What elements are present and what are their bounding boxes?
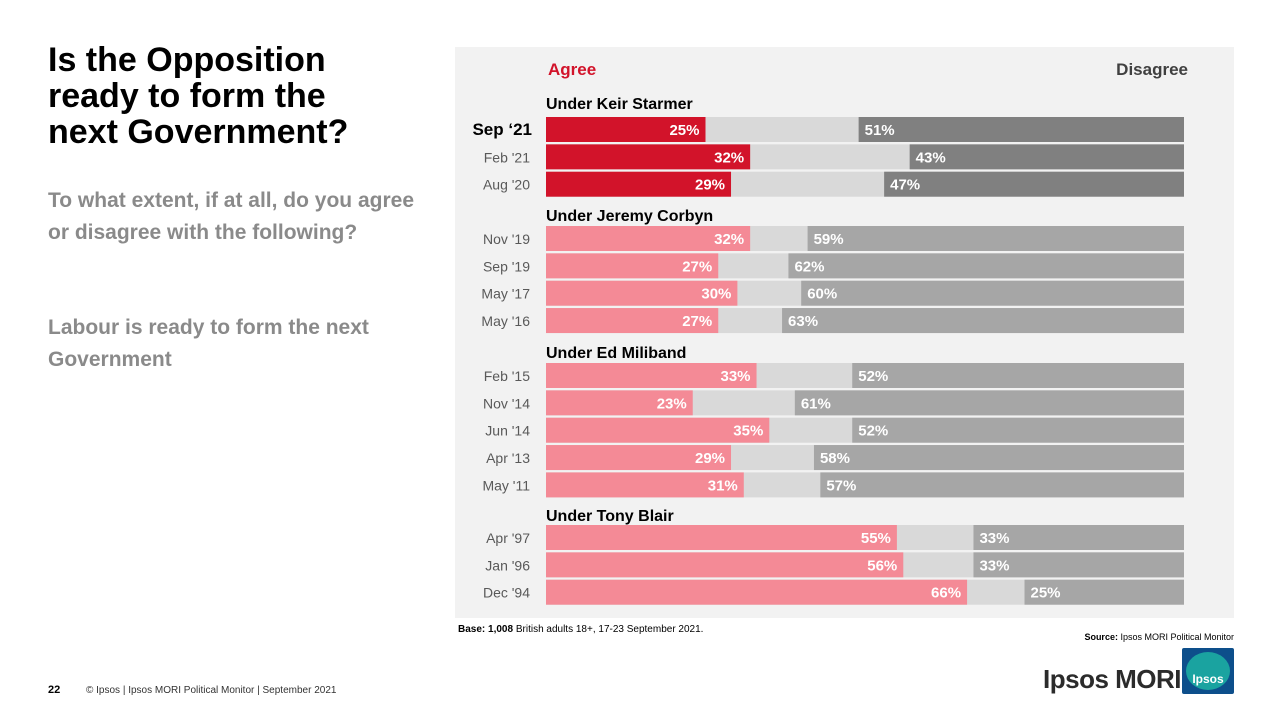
- value-label-disagree: 33%: [979, 557, 1009, 574]
- bar-disagree: [820, 472, 1184, 498]
- date-label: May '11: [482, 477, 530, 493]
- value-label-disagree: 58%: [820, 450, 850, 467]
- value-label-agree: 25%: [669, 122, 699, 139]
- value-label-disagree: 61%: [801, 395, 831, 412]
- ipsos-logo: Ipsos: [1182, 648, 1234, 694]
- value-label-agree: 27%: [682, 258, 712, 275]
- bar-disagree: [1024, 579, 1184, 605]
- bar-disagree: [909, 144, 1184, 170]
- page-number: 22: [48, 684, 61, 696]
- value-label-agree: 23%: [657, 395, 687, 412]
- value-label-agree: 32%: [714, 149, 744, 166]
- value-label-agree: 56%: [867, 557, 897, 574]
- statement-text: Labour is ready to form the next Governm…: [48, 316, 369, 371]
- legend-agree: Agree: [548, 60, 596, 79]
- base-text: British adults 18+, 17-23 September 2021…: [513, 624, 704, 635]
- value-label-disagree: 60%: [807, 286, 837, 303]
- bar-disagree: [794, 390, 1184, 416]
- value-label-agree: 66%: [931, 585, 961, 602]
- question-text: To what extent, if at all, do you agree …: [48, 189, 415, 244]
- base-note: Base: 1,008 British adults 18+, 17-23 Se…: [458, 624, 703, 635]
- bar-agree: [546, 117, 706, 142]
- group-label: Under Keir Starmer: [546, 96, 693, 113]
- bar-disagree: [973, 525, 1184, 550]
- value-label-disagree: 51%: [865, 122, 895, 139]
- bar-disagree: [852, 417, 1184, 443]
- logo-text: Ipsos: [1192, 672, 1224, 686]
- value-label-agree: 32%: [714, 231, 744, 248]
- footer-text: © Ipsos | Ipsos MORI Political Monitor |…: [86, 685, 337, 696]
- value-label-disagree: 59%: [814, 231, 844, 248]
- bar-agree: [546, 253, 719, 279]
- value-label-agree: 30%: [701, 286, 731, 303]
- date-label: Dec '94: [483, 585, 530, 601]
- bar-disagree: [807, 226, 1184, 251]
- date-label: Sep ‘21: [472, 120, 532, 139]
- bar-agree: [546, 525, 897, 550]
- date-label: Feb '15: [484, 368, 530, 384]
- stacked-bar-chart: Agree Disagree Under Keir Starmer 25% 51% Sep…: [472, 60, 1188, 605]
- value-label-disagree: 43%: [916, 149, 946, 166]
- source-note: Source: Ipsos MORI Political Monitor: [1084, 632, 1234, 642]
- value-label-disagree: 52%: [858, 423, 888, 440]
- value-label-agree: 33%: [721, 368, 751, 385]
- source-text: Ipsos MORI Political Monitor: [1117, 632, 1234, 642]
- value-label-disagree: 57%: [826, 477, 856, 494]
- base-count: 1,008: [488, 624, 514, 635]
- bar-disagree: [788, 253, 1184, 279]
- group-label: Under Jeremy Corbyn: [546, 208, 713, 225]
- bar-agree: [546, 308, 719, 334]
- value-label-agree: 35%: [733, 423, 763, 440]
- date-label: Feb '21: [484, 149, 530, 165]
- bar-agree: [546, 171, 732, 197]
- bar-disagree: [782, 308, 1184, 334]
- group-label: Under Tony Blair: [546, 508, 674, 525]
- bar-agree: [546, 417, 770, 443]
- bar-agree: [546, 579, 968, 605]
- date-label: Nov '19: [483, 231, 530, 247]
- date-label: Jan '96: [485, 557, 530, 573]
- bar-disagree: [884, 171, 1184, 197]
- bar-agree: [546, 390, 693, 416]
- brand-name: Ipsos MORI: [1043, 664, 1182, 694]
- bar-agree: [546, 363, 757, 388]
- value-label-disagree: 63%: [788, 313, 818, 330]
- date-label: May '16: [481, 313, 530, 329]
- date-label: Jun '14: [485, 423, 530, 439]
- bar-agree: [546, 472, 744, 498]
- date-label: Sep '19: [483, 258, 530, 274]
- value-label-disagree: 47%: [890, 177, 920, 194]
- page-title: Is the Opposition ready to form the next…: [48, 41, 349, 151]
- bar-disagree: [801, 280, 1184, 306]
- value-label-disagree: 25%: [1031, 585, 1061, 602]
- bar-agree: [546, 280, 738, 306]
- value-label-agree: 31%: [708, 477, 738, 494]
- bar-agree: [546, 226, 751, 251]
- logo-circle-icon: [1186, 652, 1230, 690]
- source-label: Source:: [1084, 632, 1118, 642]
- date-label: Apr '13: [486, 450, 530, 466]
- value-label-disagree: 62%: [794, 258, 824, 275]
- value-label-agree: 29%: [695, 177, 725, 194]
- date-label: May '17: [481, 286, 530, 302]
- bar-disagree: [852, 363, 1184, 388]
- value-label-disagree: 52%: [858, 368, 888, 385]
- bar-agree: [546, 144, 751, 170]
- value-label-agree: 29%: [695, 450, 725, 467]
- bar-disagree: [813, 445, 1184, 471]
- base-label: Base:: [458, 624, 486, 635]
- date-label: Apr '97: [486, 530, 530, 546]
- value-label-disagree: 33%: [979, 530, 1009, 547]
- group-label: Under Ed Miliband: [546, 345, 686, 362]
- bar-agree: [546, 445, 732, 471]
- bar-disagree: [973, 552, 1184, 578]
- value-label-agree: 27%: [682, 313, 712, 330]
- bar-agree: [546, 552, 904, 578]
- legend-disagree: Disagree: [1116, 60, 1188, 79]
- date-label: Aug '20: [483, 177, 530, 193]
- bar-disagree: [858, 117, 1184, 142]
- value-label-agree: 55%: [861, 530, 891, 547]
- date-label: Nov '14: [483, 395, 530, 411]
